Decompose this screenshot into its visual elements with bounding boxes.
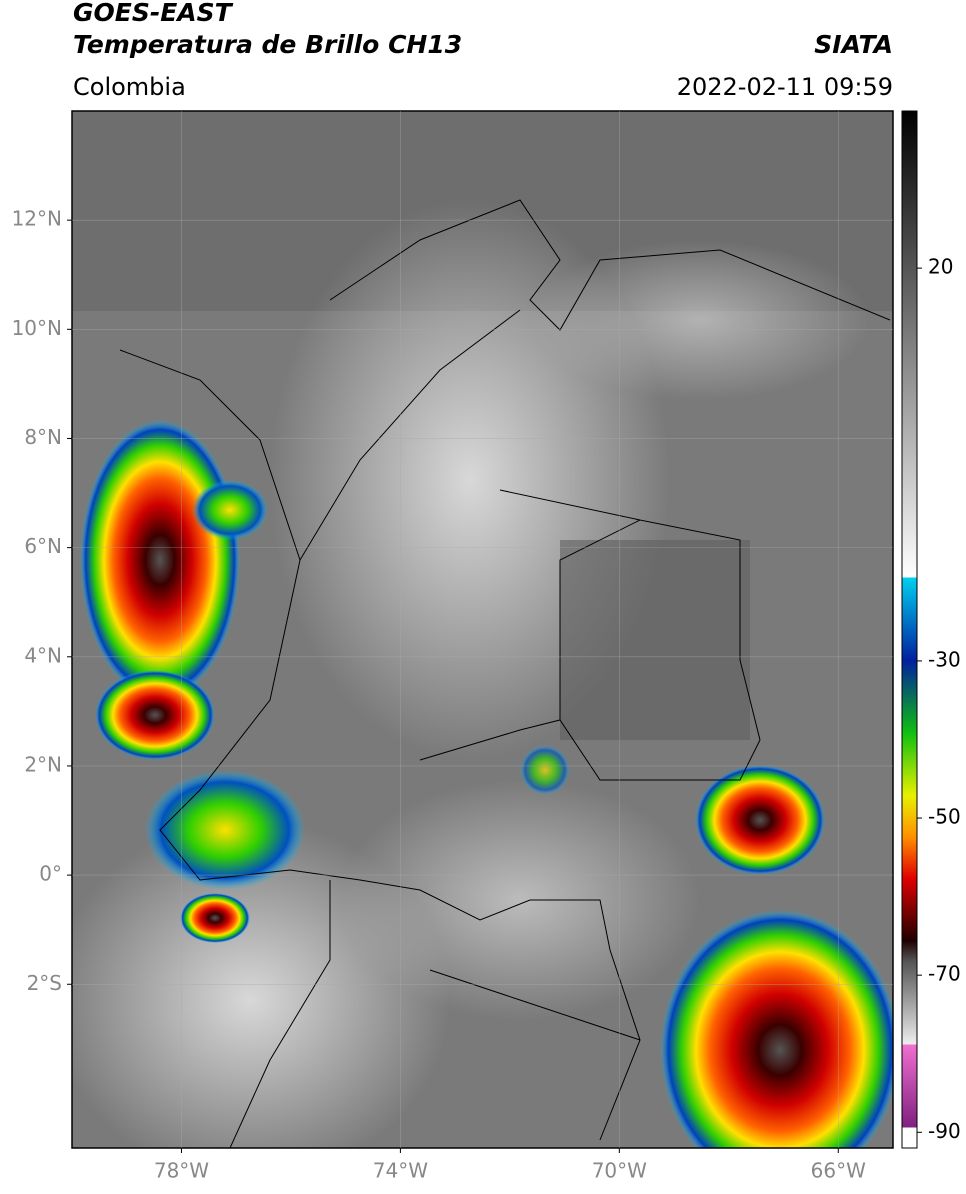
map-frame	[71, 110, 894, 1149]
lon-tick-label: 70°W	[592, 1159, 647, 1183]
lon-tick-label: 66°W	[811, 1159, 866, 1183]
title-line-2: Temperatura de Brillo CH13	[73, 30, 462, 59]
region: Colombia	[73, 73, 186, 101]
title: GOES-EAST	[73, 0, 234, 27]
lat-tick-label: 6°N	[24, 534, 62, 558]
lat-tick-label: 2°N	[24, 752, 62, 776]
source: SIATA	[814, 30, 893, 59]
lat-tick-label: 4°N	[24, 643, 62, 667]
lat-tick-label: 10°N	[12, 316, 62, 340]
colorbar-tick-label: -50	[928, 805, 961, 829]
colorbar	[901, 110, 918, 1149]
colorbar-tick-label: 20	[928, 255, 953, 279]
colorbar-tick-label: -90	[928, 1119, 961, 1143]
satellite-image	[72, 111, 893, 1148]
colorbar-tick-label: -30	[928, 647, 961, 671]
lat-tick-label: 12°N	[12, 207, 62, 231]
lat-tick-label: 2°S	[27, 971, 62, 995]
lon-tick-label: 78°W	[154, 1159, 209, 1183]
colorbar-tick-label: -70	[928, 962, 961, 986]
lon-tick-label: 74°W	[373, 1159, 428, 1183]
datetime: 2022-02-11 09:59	[677, 73, 893, 101]
lat-tick-label: 0°	[39, 862, 62, 886]
lat-tick-label: 8°N	[24, 425, 62, 449]
